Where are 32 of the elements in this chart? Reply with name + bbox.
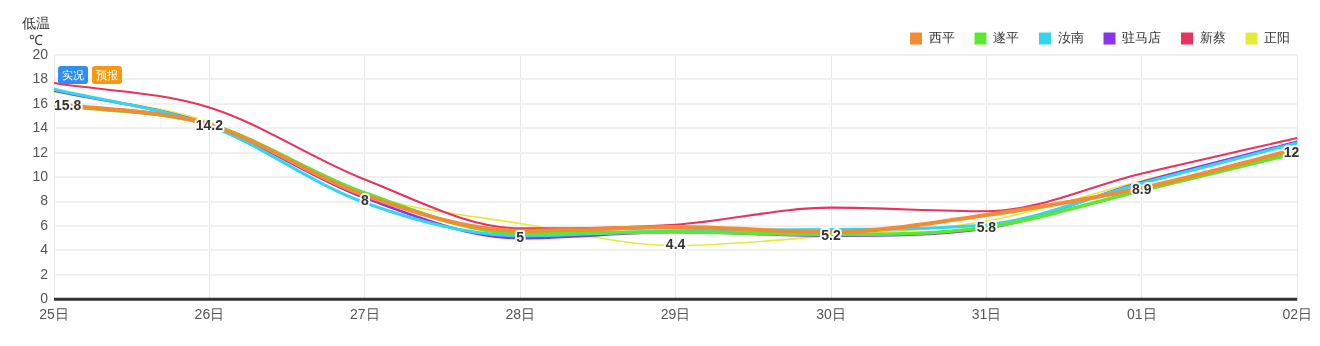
legend-label: 新蔡 [1199,30,1226,46]
annotation: 实况 [58,66,88,84]
annotation: 预报 [92,66,122,84]
y-tick-label: 4 [40,241,49,258]
legend-label: 遂平 [993,30,1019,46]
annotation: 12 [1283,143,1300,160]
y-tick-label: 18 [32,70,49,87]
y-tick-label: 12 [32,143,49,160]
y-tick-label: 8 [40,192,49,209]
legend-label: 西平 [928,30,955,46]
x-tick-label: 30日 [816,306,846,323]
y-tick-label: 0 [40,290,49,307]
annotation: 5.2 [821,226,841,243]
y-tick-label: 6 [40,216,49,233]
y-tick-label: 14 [32,119,49,136]
y-tick-label: 16 [32,94,49,111]
x-tick-label: 02日 [1282,306,1312,323]
x-tick-label: 31日 [971,306,1002,323]
annotation: 5.8 [976,219,997,236]
x-tick-label: 29日 [660,306,691,323]
y-tick-label: 10 [32,167,49,184]
x-tick-label: 26日 [194,306,225,323]
x-tick-label: 01日 [1127,306,1157,323]
annotation: 5 [516,229,525,246]
x-tick-label: 27日 [350,306,380,323]
legend-label: 汝南 [1057,30,1084,46]
y-tick-label: 2 [40,265,49,282]
x-tick-label: 28日 [505,306,535,323]
annotation: 8.9 [1132,181,1152,198]
legend-label: 正阳 [1264,30,1290,46]
legend-label: 驻马店 [1122,30,1161,46]
x-tick-label: 25日 [39,306,69,323]
